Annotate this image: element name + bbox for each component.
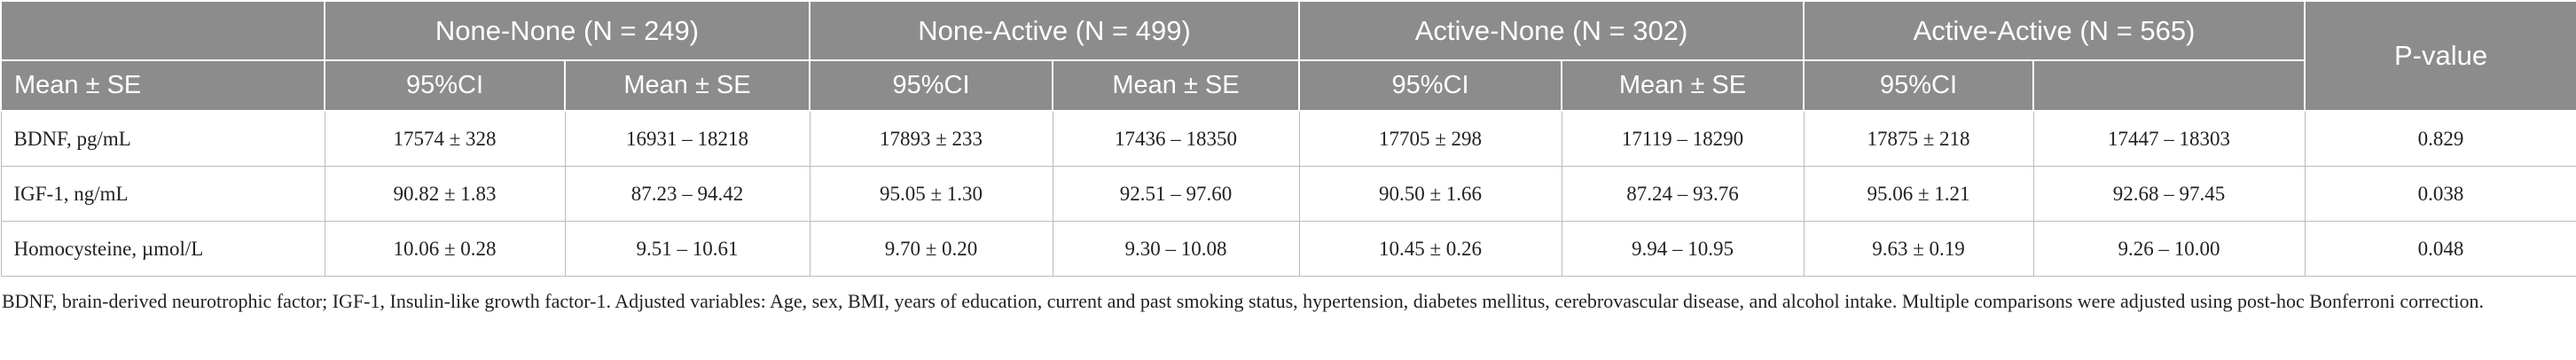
cell: 0.038 (2304, 166, 2576, 222)
cell: 9.51 – 10.61 (564, 221, 810, 277)
corner-cell (0, 0, 325, 61)
results-table: None-None (N = 249) None-Active (N = 499)… (0, 0, 2576, 277)
cell: 95.06 ± 1.21 (1803, 166, 2034, 222)
subheader: 95%CI (1803, 59, 2034, 112)
subheader: Mean ± SE (564, 59, 810, 112)
subheader: Mean ± SE (1561, 59, 1805, 112)
subheader: 95%CI (809, 59, 1053, 112)
subheader-row: Mean ± SE 95%CI Mean ± SE 95%CI Mean ± SE 95%… (0, 59, 2576, 112)
cell: 16931 – 18218 (564, 110, 810, 167)
subheader: 95%CI (324, 59, 566, 112)
data-row: Homocysteine, µmol/L 10.06 ± 0.28 9.51 – 1… (0, 221, 2576, 277)
cell: 92.68 – 97.45 (2032, 166, 2306, 222)
row-label: IGF-1, ng/mL (0, 166, 325, 222)
cell: 17893 ± 233 (809, 110, 1053, 167)
row-label: Homocysteine, µmol/L (0, 221, 325, 277)
table-body: BDNF, pg/mL 17574 ± 328 16931 – 18218 17893… (0, 110, 2576, 277)
table-header: None-None (N = 249) None-Active (N = 499)… (0, 0, 2576, 112)
cell: 95.05 ± 1.30 (809, 166, 1053, 222)
subheader: Mean ± SE (1052, 59, 1300, 112)
p-header: P-value (2304, 0, 2576, 112)
row-header: Mean ± SE (0, 59, 325, 112)
cell: 0.829 (2304, 110, 2576, 167)
blank-subheader (2032, 59, 2306, 112)
cell: 87.24 – 93.76 (1561, 166, 1805, 222)
group-header: None-None (N = 249) (324, 0, 810, 61)
cell: 87.23 – 94.42 (564, 166, 810, 222)
cell: 9.94 – 10.95 (1561, 221, 1805, 277)
footnote: BDNF, brain-derived neurotrophic factor;… (2, 290, 2484, 312)
cell: 90.50 ± 1.66 (1298, 166, 1562, 222)
cell: 9.30 – 10.08 (1052, 221, 1300, 277)
cell: 9.26 – 10.00 (2032, 221, 2306, 277)
cell: 17875 ± 218 (1803, 110, 2034, 167)
subheader: 95%CI (1298, 59, 1562, 112)
data-row: IGF-1, ng/mL 90.82 ± 1.83 87.23 – 94.42 95.… (0, 166, 2576, 222)
cell: 9.63 ± 0.19 (1803, 221, 2034, 277)
group-header: None-Active (N = 499) (809, 0, 1300, 61)
group-header: Active-Active (N = 565) (1802, 0, 2306, 61)
cell: 17436 – 18350 (1052, 110, 1300, 167)
cell: 17119 – 18290 (1561, 110, 1805, 167)
cell: 92.51 – 97.60 (1052, 166, 1300, 222)
cell: 90.82 ± 1.83 (324, 166, 566, 222)
group-header: Active-None (N = 302) (1298, 0, 1805, 61)
cell: 17574 ± 328 (324, 110, 566, 167)
cell: 9.70 ± 0.20 (809, 221, 1053, 277)
cell: 10.45 ± 0.26 (1298, 221, 1562, 277)
data-row: BDNF, pg/mL 17574 ± 328 16931 – 18218 17893… (0, 110, 2576, 167)
cell: 17447 – 18303 (2032, 110, 2306, 167)
row-label: BDNF, pg/mL (0, 110, 325, 167)
cell: 10.06 ± 0.28 (324, 221, 566, 277)
cell: 17705 ± 298 (1298, 110, 1562, 167)
header-row: None-None (N = 249) None-Active (N = 499)… (0, 0, 2576, 112)
cell: 0.048 (2304, 221, 2576, 277)
